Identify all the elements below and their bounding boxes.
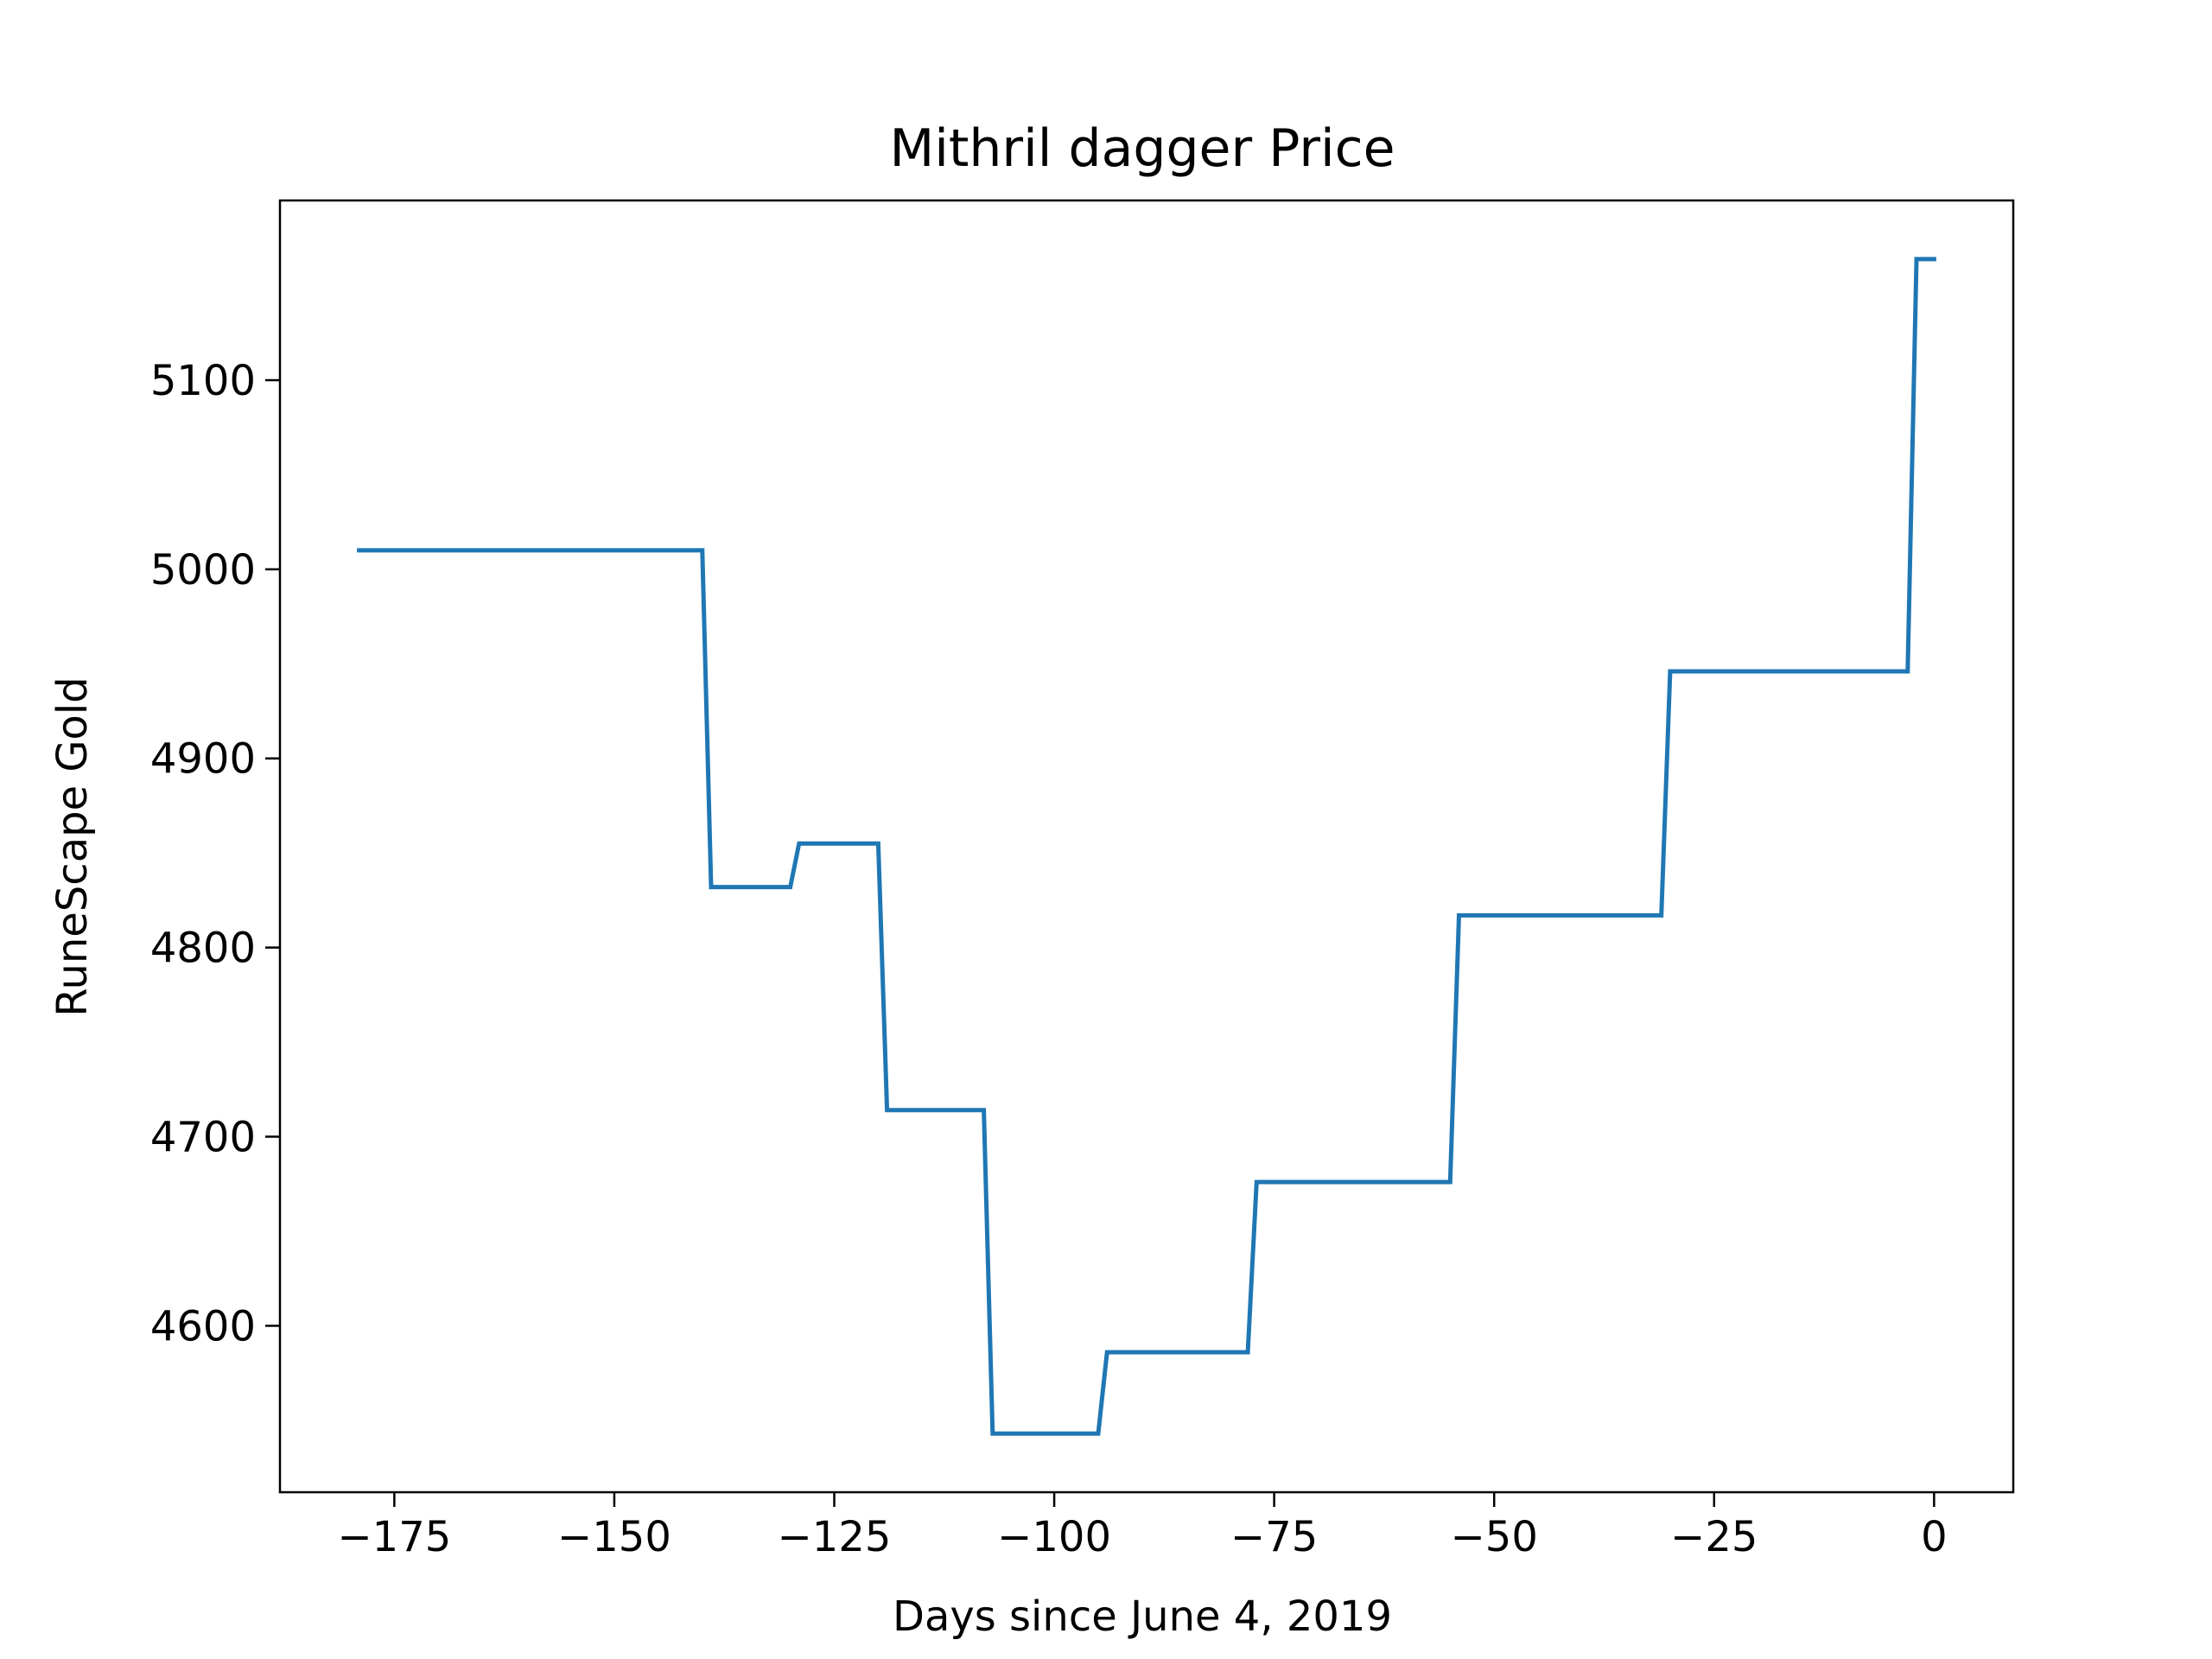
chart-title: Mithril dagger Price	[889, 118, 1395, 179]
y-axis-label: RuneScape Gold	[48, 677, 97, 1016]
x-axis: −175 −150 −125 −100 −75 −50 −25 0	[337, 1492, 1948, 1561]
x-tick-label: −100	[997, 1513, 1111, 1561]
x-tick-label: −175	[337, 1513, 451, 1561]
y-tick-label: 5000	[150, 546, 256, 594]
series-line	[357, 257, 1936, 1436]
x-tick-label: −125	[778, 1513, 892, 1561]
x-tick-label: −50	[1451, 1513, 1538, 1561]
x-tick-label: −75	[1230, 1513, 1318, 1561]
y-tick-label: 4600	[150, 1302, 256, 1351]
x-axis-label: Days since June 4, 2019	[893, 1592, 1392, 1641]
x-tick-label: −25	[1670, 1513, 1758, 1561]
y-tick-label: 4900	[150, 735, 256, 784]
plot-frame	[278, 199, 2015, 1494]
x-tick-label: −150	[557, 1513, 671, 1561]
y-tick-label: 5100	[150, 357, 256, 405]
x-tick-label: 0	[1921, 1513, 1948, 1561]
y-tick-label: 4700	[150, 1113, 256, 1161]
y-tick-label: 4800	[150, 925, 256, 973]
y-axis: 4600 4700 4800 4900 5000 5100	[150, 357, 280, 1351]
